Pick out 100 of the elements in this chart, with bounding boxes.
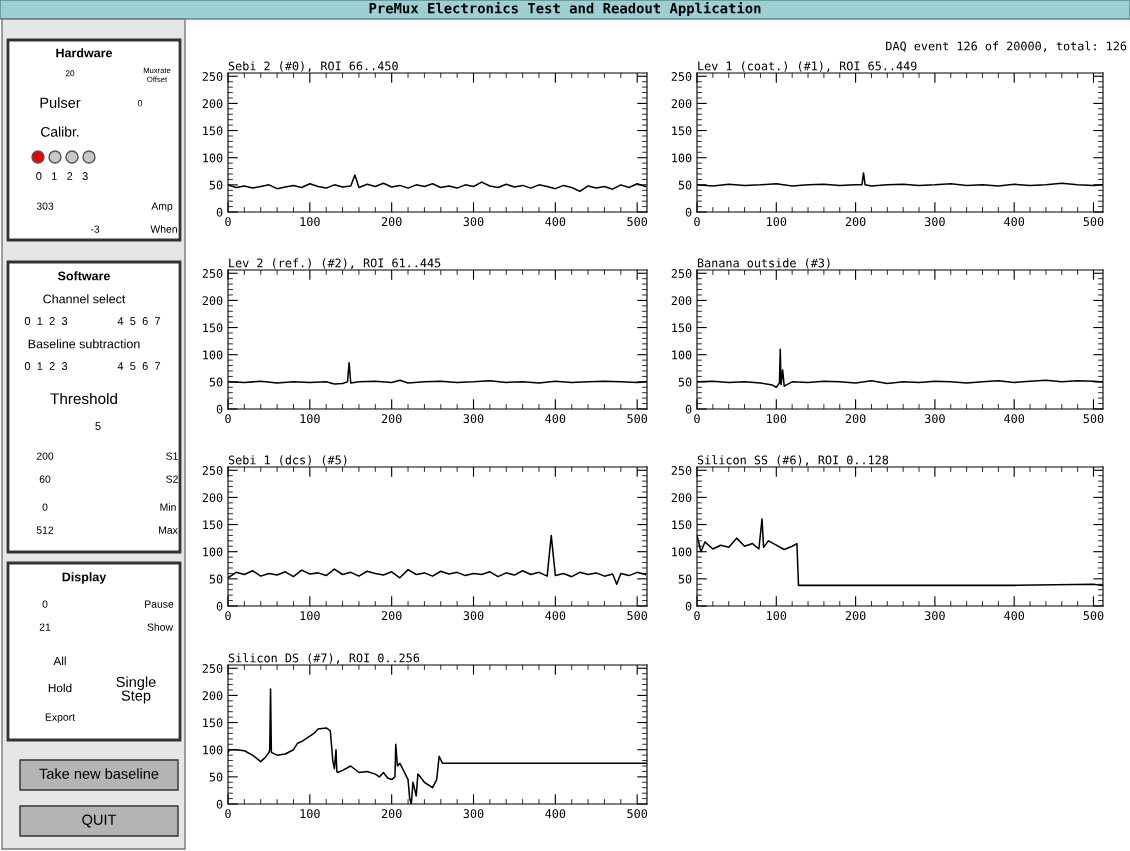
- x-tick-label: 200: [845, 414, 866, 424]
- x-tick-label: 500: [627, 611, 648, 621]
- y-tick-label: 0: [216, 601, 223, 611]
- y-tick-label: 250: [202, 269, 223, 278]
- y-tick-label: 250: [202, 466, 223, 475]
- x-tick-label: 0: [694, 414, 700, 424]
- x-tick-label: 300: [463, 414, 484, 424]
- chart-title: Lev 2 (ref.) (#2), ROI 61..445: [229, 258, 441, 269]
- text: When: [150, 225, 177, 233]
- chart-title: Sebi 2 (#0), ROI 66..450: [228, 61, 398, 72]
- text: 200: [36, 452, 54, 460]
- text: S2: [166, 475, 178, 483]
- x-tick-label: 300: [925, 611, 945, 621]
- chart-title: Silicon SS (#6), ROI 0..128: [697, 455, 889, 466]
- y-tick-label: 250: [202, 664, 223, 673]
- y-tick-label: 150: [672, 126, 692, 136]
- text: 0 1 2 3: [24, 317, 68, 325]
- y-tick-label: 0: [685, 404, 692, 414]
- x-tick-label: 0: [225, 611, 231, 621]
- x-tick-label: 300: [463, 217, 484, 227]
- x-tick-label: 0: [694, 611, 700, 621]
- text: S1: [166, 452, 178, 460]
- text: All: [53, 656, 66, 666]
- y-tick-label: 0: [685, 207, 692, 217]
- chart-title: Silicon DS (#7), ROI 0..256: [228, 653, 420, 664]
- y-tick-label: 150: [203, 323, 223, 333]
- y-tick-label: 100: [203, 153, 223, 163]
- text: Calibr.: [41, 126, 79, 137]
- y-tick-label: 250: [671, 72, 692, 81]
- x-tick-label: 500: [627, 217, 648, 227]
- x-tick-label: 400: [545, 217, 566, 227]
- y-tick-label: 200: [202, 691, 223, 701]
- y-tick-label: 0: [216, 207, 223, 217]
- text: -3: [90, 225, 100, 233]
- x-tick-label: 200: [381, 809, 402, 819]
- x-tick-label: 0: [225, 809, 231, 819]
- text: Pulser: [40, 97, 81, 108]
- text: QUIT: [82, 814, 117, 828]
- text: Pause: [145, 600, 174, 608]
- x-tick-label: 400: [545, 414, 566, 424]
- y-tick-label: 200: [202, 99, 223, 109]
- x-tick-label: 100: [767, 217, 787, 227]
- x-tick-label: 0: [225, 414, 231, 424]
- text: Min: [160, 503, 176, 511]
- y-tick-label: 100: [203, 745, 223, 755]
- y-tick-label: 200: [202, 493, 223, 503]
- text: Single Step: [116, 676, 156, 704]
- x-tick-label: 500: [627, 414, 648, 424]
- text: 0: [137, 100, 143, 107]
- chart-title: Lev 1 (coat.) (#1), ROI 65..449: [698, 61, 917, 72]
- x-tick-label: 200: [381, 217, 402, 227]
- x-tick-label: 500: [1083, 611, 1104, 621]
- x-tick-label: 0: [694, 217, 700, 227]
- x-tick-label: 300: [925, 217, 945, 227]
- text: Show: [147, 623, 174, 631]
- x-tick-label: 400: [545, 809, 566, 819]
- y-tick-label: 50: [678, 180, 692, 190]
- text: PreMux Electronics Test and Readout Application: [369, 1, 761, 17]
- text: 0: [42, 600, 48, 608]
- x-tick-label: 100: [300, 217, 320, 227]
- x-tick-label: 500: [1083, 217, 1104, 227]
- y-tick-label: 150: [203, 718, 223, 728]
- chart-title: Banana outside (#3): [697, 258, 830, 269]
- x-tick-label: 100: [300, 414, 320, 424]
- text: Software: [57, 271, 110, 281]
- y-tick-label: 250: [202, 72, 223, 81]
- x-tick-label: 100: [767, 611, 787, 621]
- text: 4 5 6 7: [117, 362, 161, 370]
- x-tick-label: 200: [845, 611, 866, 621]
- text: Max: [159, 526, 178, 534]
- y-tick-label: 50: [209, 180, 223, 190]
- y-tick-label: 100: [672, 153, 692, 163]
- text: 0 1 2 3: [36, 172, 88, 180]
- text: 60: [39, 475, 51, 483]
- x-tick-label: 300: [925, 414, 945, 424]
- text: 21: [39, 623, 51, 631]
- y-tick-label: 250: [671, 466, 692, 475]
- x-tick-label: 300: [463, 809, 484, 819]
- text: Baseline subtraction: [28, 339, 140, 349]
- y-tick-label: 50: [209, 377, 223, 387]
- y-tick-label: 50: [678, 377, 692, 387]
- y-tick-label: 150: [672, 323, 692, 333]
- text: Hold: [48, 683, 72, 693]
- text: Channel select: [43, 294, 126, 304]
- y-tick-label: 50: [209, 772, 223, 782]
- y-tick-label: 250: [671, 269, 692, 278]
- text: 0: [42, 503, 48, 511]
- y-tick-label: 200: [202, 296, 223, 306]
- x-tick-label: 0: [225, 217, 231, 227]
- x-tick-label: 200: [381, 414, 402, 424]
- y-tick-label: 50: [678, 574, 692, 584]
- text: 512: [36, 526, 54, 534]
- x-tick-label: 100: [300, 611, 320, 621]
- y-tick-label: 200: [671, 493, 692, 503]
- y-tick-label: 150: [203, 520, 223, 530]
- y-tick-label: 0: [685, 601, 692, 611]
- x-tick-label: 500: [627, 809, 648, 819]
- y-tick-label: 150: [203, 126, 223, 136]
- x-tick-label: 400: [1004, 611, 1025, 621]
- text: Take new baseline: [39, 768, 159, 779]
